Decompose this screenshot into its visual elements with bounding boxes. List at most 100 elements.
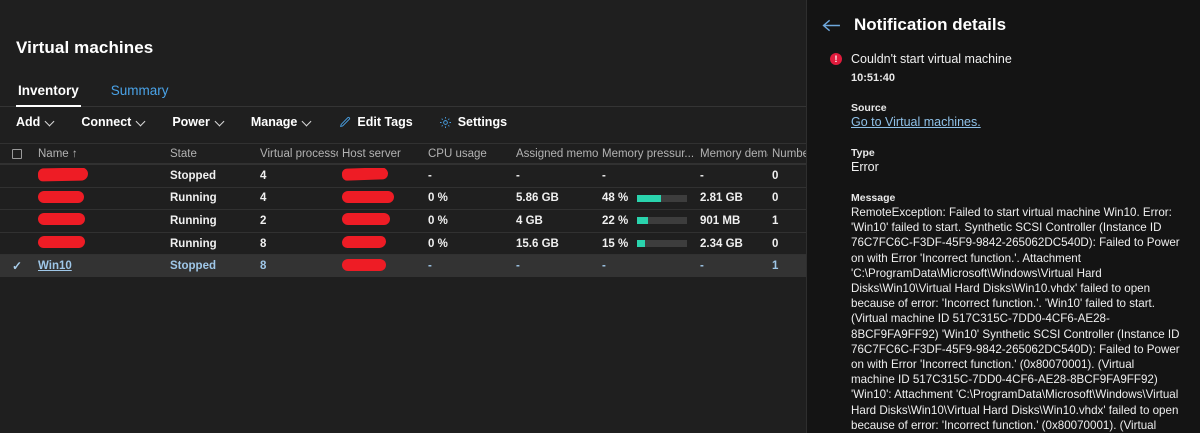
message-label: Message	[851, 192, 896, 204]
add-button[interactable]: Add	[16, 115, 55, 129]
cell-assigned-memory: 15.6 GB	[516, 237, 559, 250]
notification-title: Notification details	[854, 15, 1007, 34]
table-row[interactable]: Running 4 0 % 5.86 GB 48 % 2.81 GB 0	[0, 186, 806, 210]
column-header-virtual-processors[interactable]: Virtual processo...	[260, 147, 338, 160]
tab-bar: Inventory Summary	[16, 76, 806, 107]
power-button[interactable]: Power	[172, 115, 225, 129]
row-checkbox[interactable]: ✓	[0, 260, 34, 272]
power-label: Power	[172, 115, 210, 129]
table-body: Stopped 4 - - - - 0 Running 4 0 % 5.86 GB 48 % 2.81 …	[0, 164, 806, 277]
settings-button[interactable]: Settings	[439, 115, 507, 129]
cell-cpu-usage: 0 %	[428, 237, 448, 250]
cell-assigned-memory: -	[516, 260, 520, 273]
memory-pressure-value: -	[602, 169, 606, 182]
cell-virtual-processors: 8	[260, 237, 267, 250]
sort-ascending-icon: ↑	[71, 147, 78, 160]
chevron-down-icon	[46, 117, 55, 126]
redaction-mark	[37, 167, 89, 182]
cell-memory-pressure: -	[598, 170, 696, 182]
chevron-down-icon	[216, 117, 225, 126]
message-body: RemoteException: Failed to start virtual…	[851, 206, 1180, 432]
cell-virtual-processors: 8	[260, 260, 267, 273]
connect-button[interactable]: Connect	[81, 115, 146, 129]
table-row[interactable]: Stopped 4 - - - - 0	[0, 164, 806, 187]
cell-number: 0	[772, 237, 779, 250]
cell-host-server	[338, 236, 424, 251]
cell-state: Running	[170, 214, 217, 227]
memory-pressure-bar-fill	[637, 194, 662, 202]
notification-alert-title: Couldn't start virtual machine	[851, 52, 1012, 66]
cell-virtual-processors: 4	[260, 192, 267, 205]
cell-cpu-usage: -	[428, 169, 432, 182]
column-header-memory-demand[interactable]: Memory deman...	[700, 147, 768, 160]
source-label: Source	[851, 102, 887, 114]
notification-type-section: Type Error	[851, 147, 1186, 174]
memory-pressure-bar-fill	[637, 240, 645, 248]
checkbox-icon	[12, 148, 22, 159]
select-all-checkbox[interactable]	[0, 148, 34, 159]
redaction-mark	[38, 190, 84, 203]
add-label: Add	[16, 115, 41, 129]
cell-host-server	[338, 258, 424, 274]
table-header-row: Name ↑ State Virtual processo... Host se…	[0, 143, 806, 164]
column-header-memory-pressure[interactable]: Memory pressur...	[602, 147, 695, 160]
cell-name[interactable]	[34, 167, 166, 184]
notification-source-section: Source Go to Virtual machines.	[851, 102, 1186, 129]
memory-pressure-bar	[637, 240, 688, 248]
cell-host-server	[338, 213, 424, 228]
type-value: Error	[851, 160, 879, 174]
cell-memory-pressure: -	[598, 260, 696, 272]
tab-bar-divider	[0, 106, 806, 107]
column-header-state[interactable]: State	[170, 147, 197, 160]
type-label: Type	[851, 147, 875, 159]
cell-memory-demand: 2.34 GB	[700, 237, 743, 250]
cell-state: Stopped	[170, 260, 216, 273]
virtual-machines-page: Virtual machines Inventory Summary Add C…	[0, 0, 806, 433]
command-toolbar: Add Connect Power Manage Edit Tags	[0, 107, 806, 137]
cell-state: Stopped	[170, 169, 216, 182]
page-title: Virtual machines	[16, 38, 154, 57]
manage-button[interactable]: Manage	[251, 115, 313, 129]
cell-assigned-memory: 5.86 GB	[516, 192, 559, 205]
cell-memory-demand: 2.81 GB	[700, 192, 743, 205]
manage-label: Manage	[250, 115, 298, 129]
cell-memory-pressure: 15 %	[598, 238, 696, 250]
cell-virtual-processors: 4	[260, 169, 267, 182]
redaction-mark	[38, 236, 85, 249]
chevron-down-icon	[137, 117, 146, 126]
edit-tags-button[interactable]: Edit Tags	[338, 115, 413, 129]
cell-name[interactable]: Win10	[34, 260, 166, 272]
vm-name-link[interactable]: Win10	[38, 260, 72, 273]
cell-number: 1	[772, 260, 779, 273]
arrow-left-icon[interactable]	[821, 18, 842, 33]
connect-label: Connect	[81, 115, 132, 129]
notification-alert: ! Couldn't start virtual machine	[830, 52, 1186, 66]
cell-host-server	[338, 190, 424, 206]
column-header-cpu-usage[interactable]: CPU usage	[428, 147, 487, 160]
table-row[interactable]: Running 8 0 % 15.6 GB 15 % 2.34 GB 0	[0, 231, 806, 255]
check-icon: ✓	[11, 260, 23, 273]
column-header-name[interactable]: Name ↑	[34, 148, 166, 160]
memory-pressure-bar	[637, 194, 688, 202]
cell-memory-demand: 901 MB	[700, 214, 741, 227]
table-row[interactable]: ✓ Win10 Stopped 8 - - - - 1	[0, 254, 806, 277]
column-header-assigned-memory[interactable]: Assigned memo...	[516, 147, 598, 160]
cell-state: Running	[170, 192, 217, 205]
column-header-number[interactable]: Numbe	[772, 147, 806, 160]
notification-header: Notification details	[821, 10, 1186, 40]
settings-label: Settings	[457, 115, 508, 129]
gear-icon	[439, 116, 452, 129]
memory-pressure-value: 22 %	[602, 214, 629, 227]
cell-name[interactable]	[34, 190, 166, 206]
cell-host-server	[338, 168, 424, 183]
table-row[interactable]: Running 2 0 % 4 GB 22 % 901 MB 1	[0, 209, 806, 232]
cell-name[interactable]	[34, 213, 166, 228]
memory-pressure-bar	[637, 217, 688, 225]
cell-name[interactable]	[34, 236, 166, 251]
column-header-host-server[interactable]: Host server	[342, 147, 401, 160]
tab-summary[interactable]: Summary	[110, 83, 169, 98]
tab-inventory[interactable]: Inventory	[16, 83, 81, 107]
source-link[interactable]: Go to Virtual machines.	[851, 115, 981, 129]
chevron-down-icon	[303, 117, 312, 126]
